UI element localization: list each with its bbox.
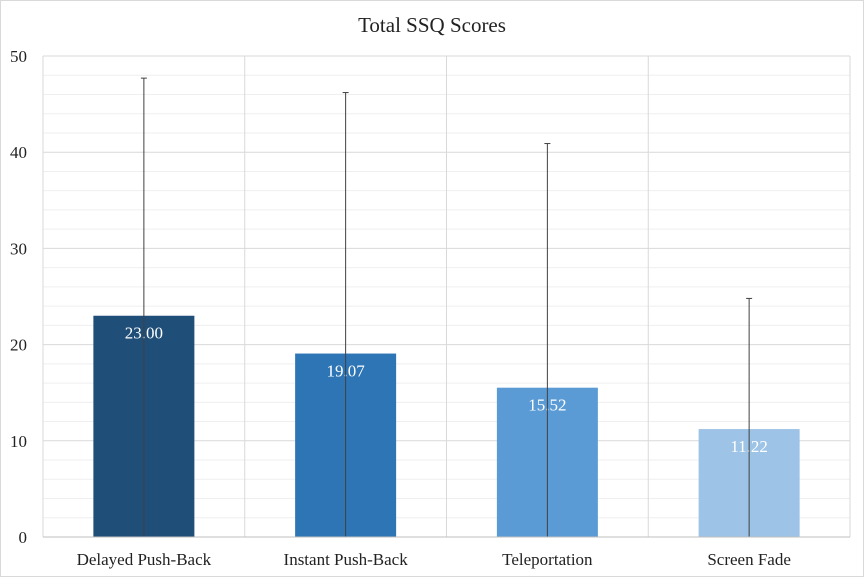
y-axis: 0 10 20 30 40 50 <box>10 47 27 547</box>
x-tick-label: Teleportation <box>502 550 593 569</box>
y-tick-label: 40 <box>10 143 27 162</box>
y-tick-label: 10 <box>10 432 27 451</box>
chart-title: Total SSQ Scores <box>358 13 506 37</box>
x-tick-label: Screen Fade <box>707 550 791 569</box>
y-tick-label: 50 <box>10 47 27 66</box>
x-tick-label: Instant Push-Back <box>284 550 409 569</box>
x-tick-label: Delayed Push-Back <box>77 550 212 569</box>
x-axis: Delayed Push-Back Instant Push-Back Telepo… <box>43 536 850 569</box>
y-tick-label: 30 <box>10 239 27 258</box>
y-tick-label: 20 <box>10 336 27 355</box>
y-tick-label: 0 <box>19 528 28 547</box>
